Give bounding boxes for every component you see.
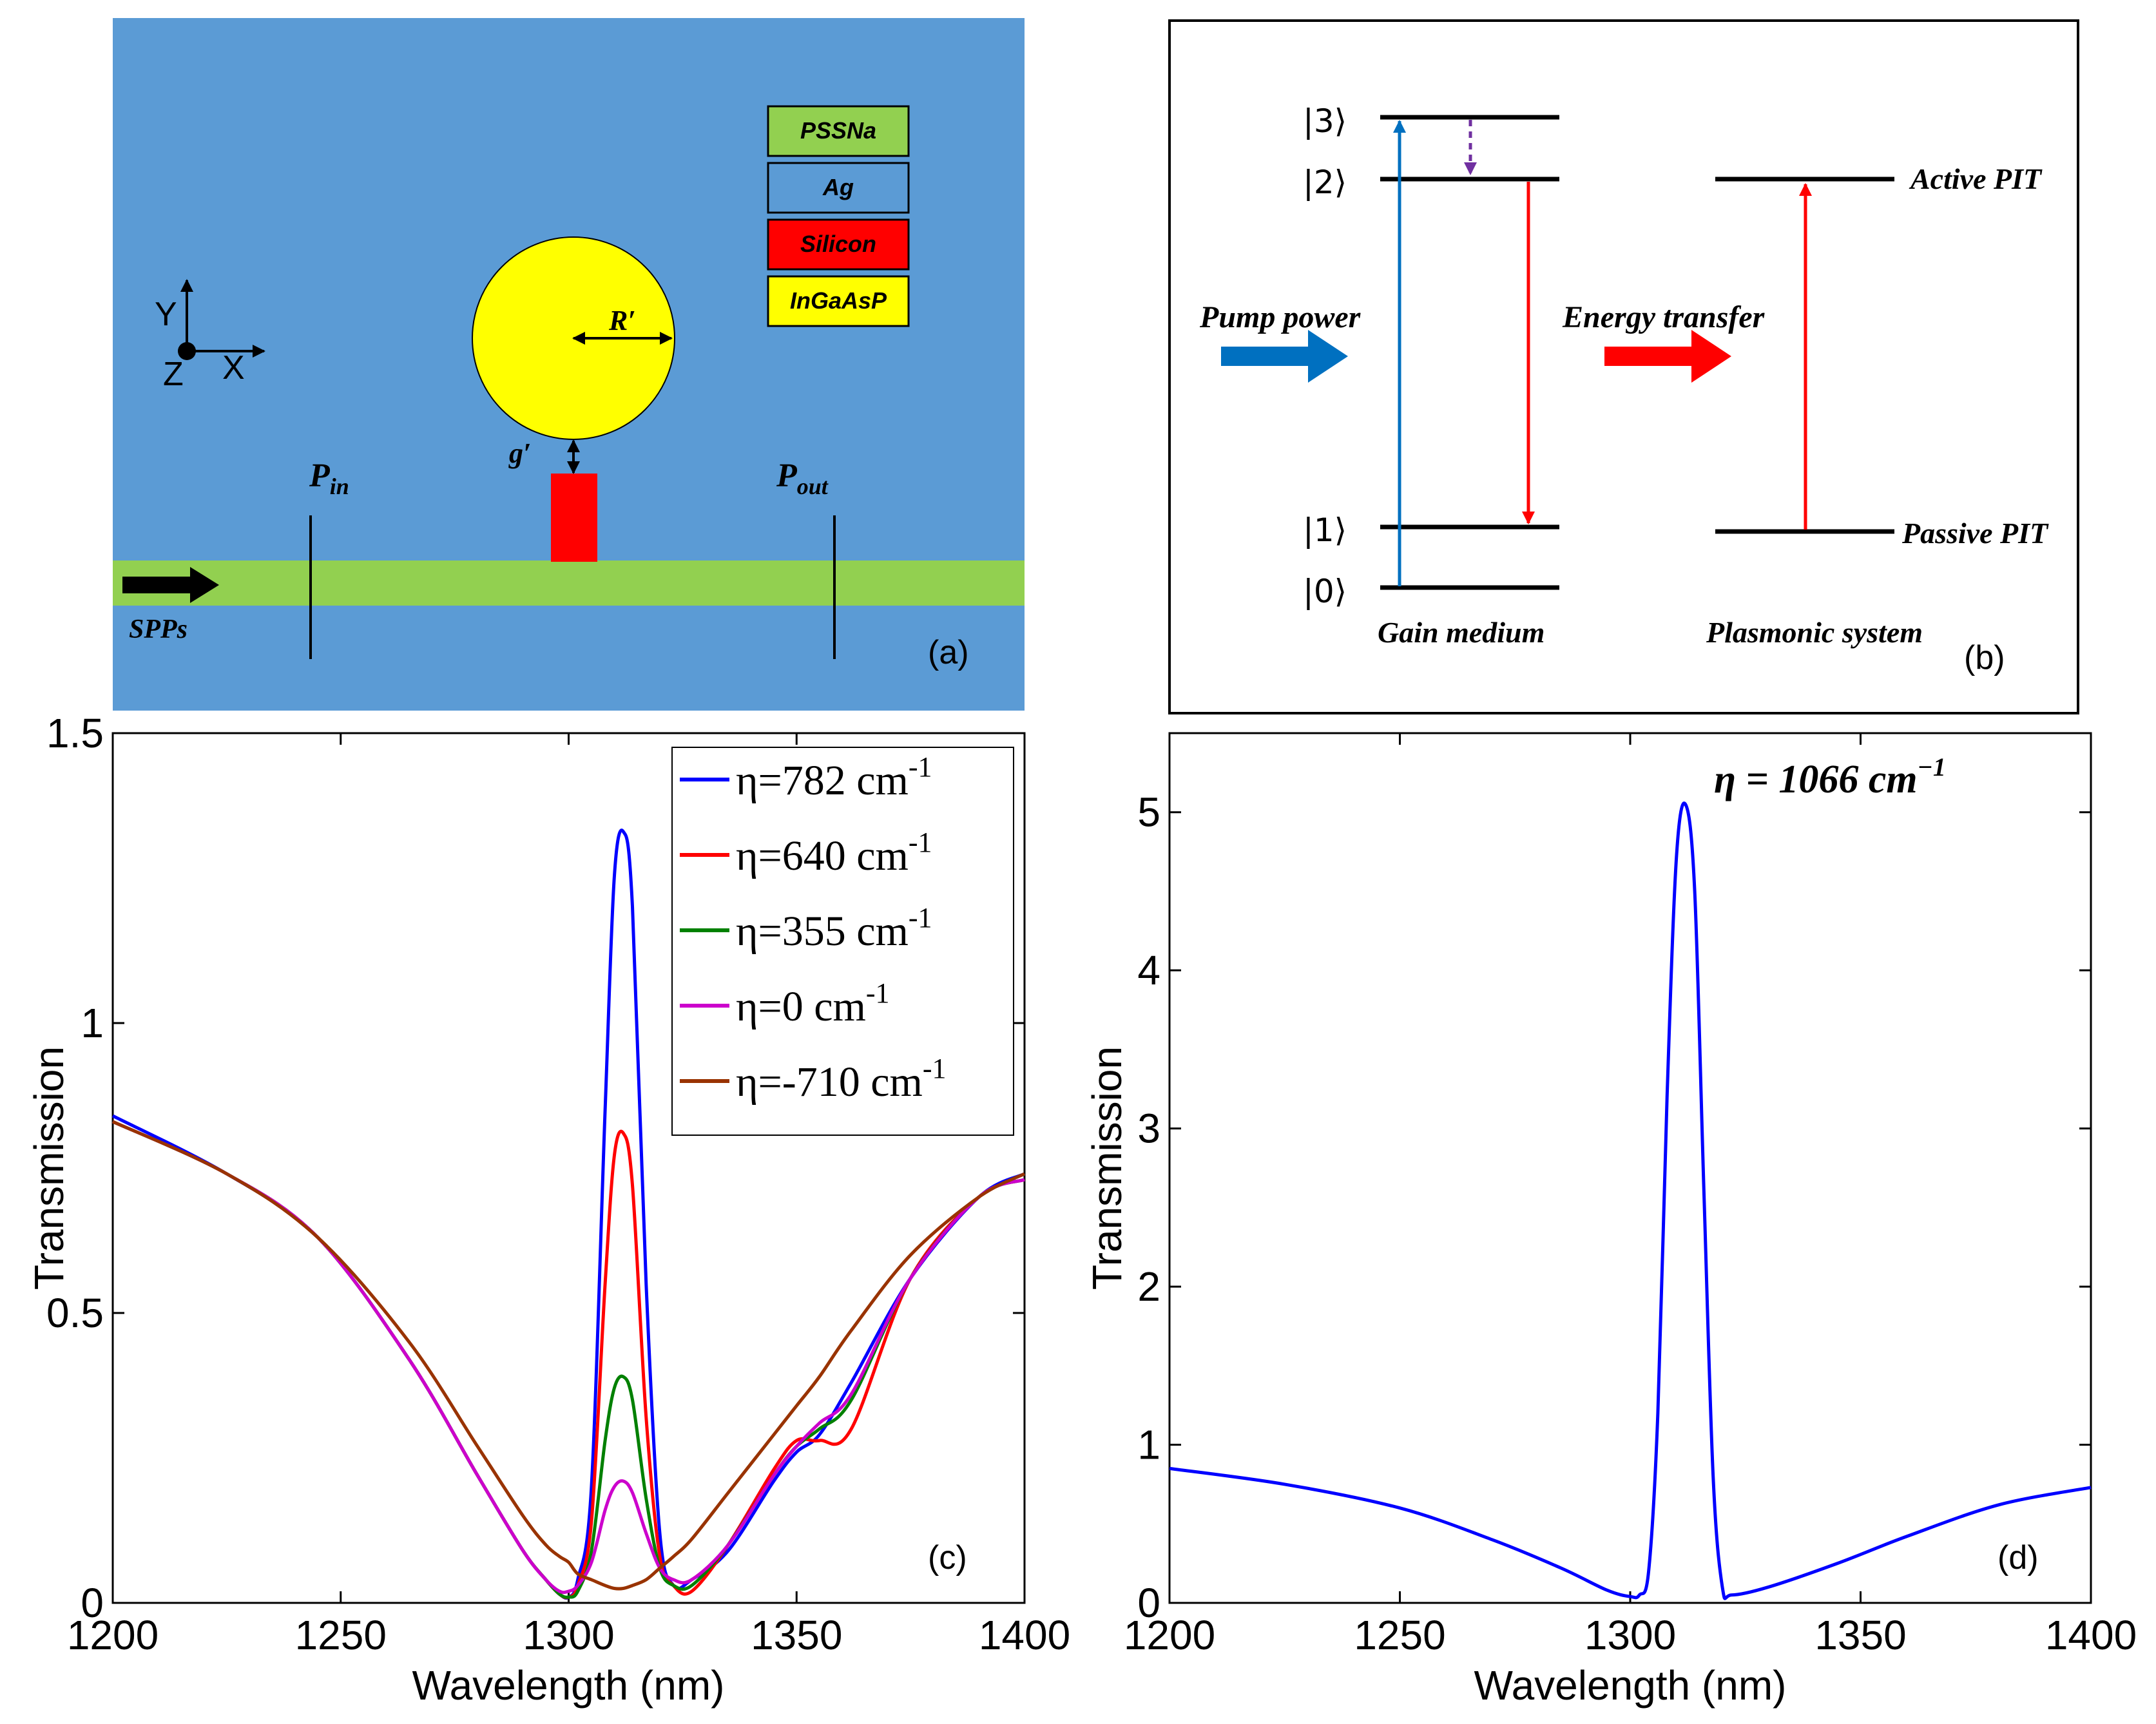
- legend-ag: [767, 162, 910, 214]
- x-tick-label: 1400: [2045, 1612, 2137, 1658]
- material-legend: PSSNa Ag Silicon InGaAsP: [767, 105, 910, 327]
- x-tick-label: 1300: [523, 1612, 614, 1658]
- panel-b: |3⟩ |2⟩ |1⟩ |0⟩ Active PIT Passive PIT P…: [1168, 19, 2079, 714]
- chart-c-legend-box: [671, 747, 1014, 1136]
- active-pit-label: Active PIT: [1909, 162, 2043, 195]
- svg-text:Silicon: Silicon: [800, 231, 876, 257]
- z-axis-dot: [178, 342, 196, 360]
- series-line-0: [1169, 801, 2092, 1600]
- legend-entry: η=640 cm-1: [736, 827, 932, 879]
- silicon-block: [551, 474, 597, 562]
- x-tick-label: 1350: [1814, 1612, 1906, 1658]
- plasmonic-system-label: Plasmonic system: [1706, 616, 1923, 649]
- coordinate-axes: Y Z X: [155, 279, 265, 393]
- y-tick-label: 3: [1137, 1106, 1160, 1152]
- series-line-4: [111, 1120, 1026, 1591]
- x-tick-label: 1300: [1584, 1612, 1676, 1658]
- legend-silicon: [767, 218, 910, 271]
- z-axis-label: Z: [163, 356, 184, 393]
- legend-entry: η=0 cm-1: [736, 977, 890, 1030]
- pssna-waveguide: [113, 560, 1025, 606]
- x-tick-label: 1250: [1354, 1612, 1445, 1658]
- energy-transfer-label: Energy transfer: [1562, 300, 1766, 334]
- y-tick-label: 1: [1137, 1422, 1160, 1468]
- chart-d-plot-area: [1168, 732, 2092, 1604]
- passive-pit-label: Passive PIT: [1901, 517, 2049, 550]
- y-axis-label: Y: [155, 296, 177, 333]
- legend-entry: η=355 cm-1: [736, 902, 932, 955]
- series-line-3: [111, 1120, 1025, 1595]
- level-3-label: |3⟩: [1303, 102, 1347, 140]
- y-tick-label: 1: [81, 1000, 104, 1046]
- x-tick-label: 1200: [1124, 1612, 1215, 1658]
- chart-d-ylabel: Transmission: [1084, 1046, 1130, 1290]
- x-tick-label: 1400: [979, 1612, 1070, 1658]
- x-tick-label: 1350: [751, 1612, 842, 1658]
- svg-text:InGaAsP: InGaAsP: [790, 287, 887, 314]
- chart-c: 1200 1250 1300 1350 1400 0 0.5 1 1.5 Wavelength …: [26, 710, 1070, 1709]
- pin-label: Pin: [309, 457, 349, 499]
- svg-text:Ag: Ag: [822, 174, 854, 200]
- panel-b-label: (b): [1964, 639, 2005, 676]
- chart-d-annotation: η = 1066 cm−1: [1714, 752, 1946, 801]
- gap-label: g′: [508, 437, 531, 469]
- x-axis-label: X: [222, 349, 245, 387]
- energy-transfer-arrow-icon: [1604, 330, 1731, 383]
- level-0-label: |0⟩: [1303, 573, 1347, 610]
- chart-d-xlabel: Wavelength (nm): [1474, 1662, 1787, 1709]
- pout-label: Pout: [776, 457, 829, 499]
- y-tick-label: 0: [81, 1580, 104, 1626]
- legend-entry: η=782 cm-1: [736, 751, 932, 804]
- chart-c-legend: η=782 cm-1 η=640 cm-1 η=355 cm-1 η=0 cm-1 η=…: [671, 747, 1014, 1136]
- x-tick-label: 1200: [67, 1612, 159, 1658]
- svg-text:PSSNa: PSSNa: [800, 117, 876, 144]
- level-1-label: |1⟩: [1303, 512, 1347, 549]
- legend-pssna: [767, 105, 910, 157]
- y-tick-label: 2: [1137, 1263, 1160, 1310]
- x-tick-label: 1250: [295, 1612, 387, 1658]
- chart-c-ylabel: Transmission: [26, 1046, 72, 1290]
- pump-power-arrow-icon: [1221, 330, 1348, 383]
- chart-d: 1200 1250 1300 1350 1400 0 1 2 3 4 5 Wavelength (n…: [1084, 732, 2137, 1709]
- legend-ingaasp: [767, 275, 910, 327]
- radius-label: R′: [608, 305, 636, 336]
- level-2-label: |2⟩: [1303, 164, 1347, 201]
- chart-c-xlabel: Wavelength (nm): [412, 1662, 725, 1709]
- y-tick-label: 1.5: [46, 710, 104, 756]
- pump-power-label: Pump power: [1199, 300, 1362, 334]
- chart-d-panel-label: (d): [1997, 1539, 2039, 1576]
- spps-label: SPPs: [129, 615, 188, 644]
- chart-c-panel-label: (c): [928, 1539, 967, 1576]
- gain-medium-label: Gain medium: [1378, 616, 1545, 649]
- y-tick-label: 5: [1137, 789, 1160, 836]
- y-tick-label: 0: [1137, 1580, 1160, 1626]
- y-tick-label: 4: [1137, 947, 1160, 993]
- y-tick-label: 0.5: [46, 1290, 104, 1336]
- panel-a: R′ g′ Pin Pout SPPs Y Z X PSSNa Ag Silic…: [113, 18, 1025, 711]
- spp-arrow-icon: [122, 567, 219, 603]
- legend-entry: η=-710 cm-1: [736, 1053, 947, 1106]
- panel-a-label: (a): [928, 634, 969, 671]
